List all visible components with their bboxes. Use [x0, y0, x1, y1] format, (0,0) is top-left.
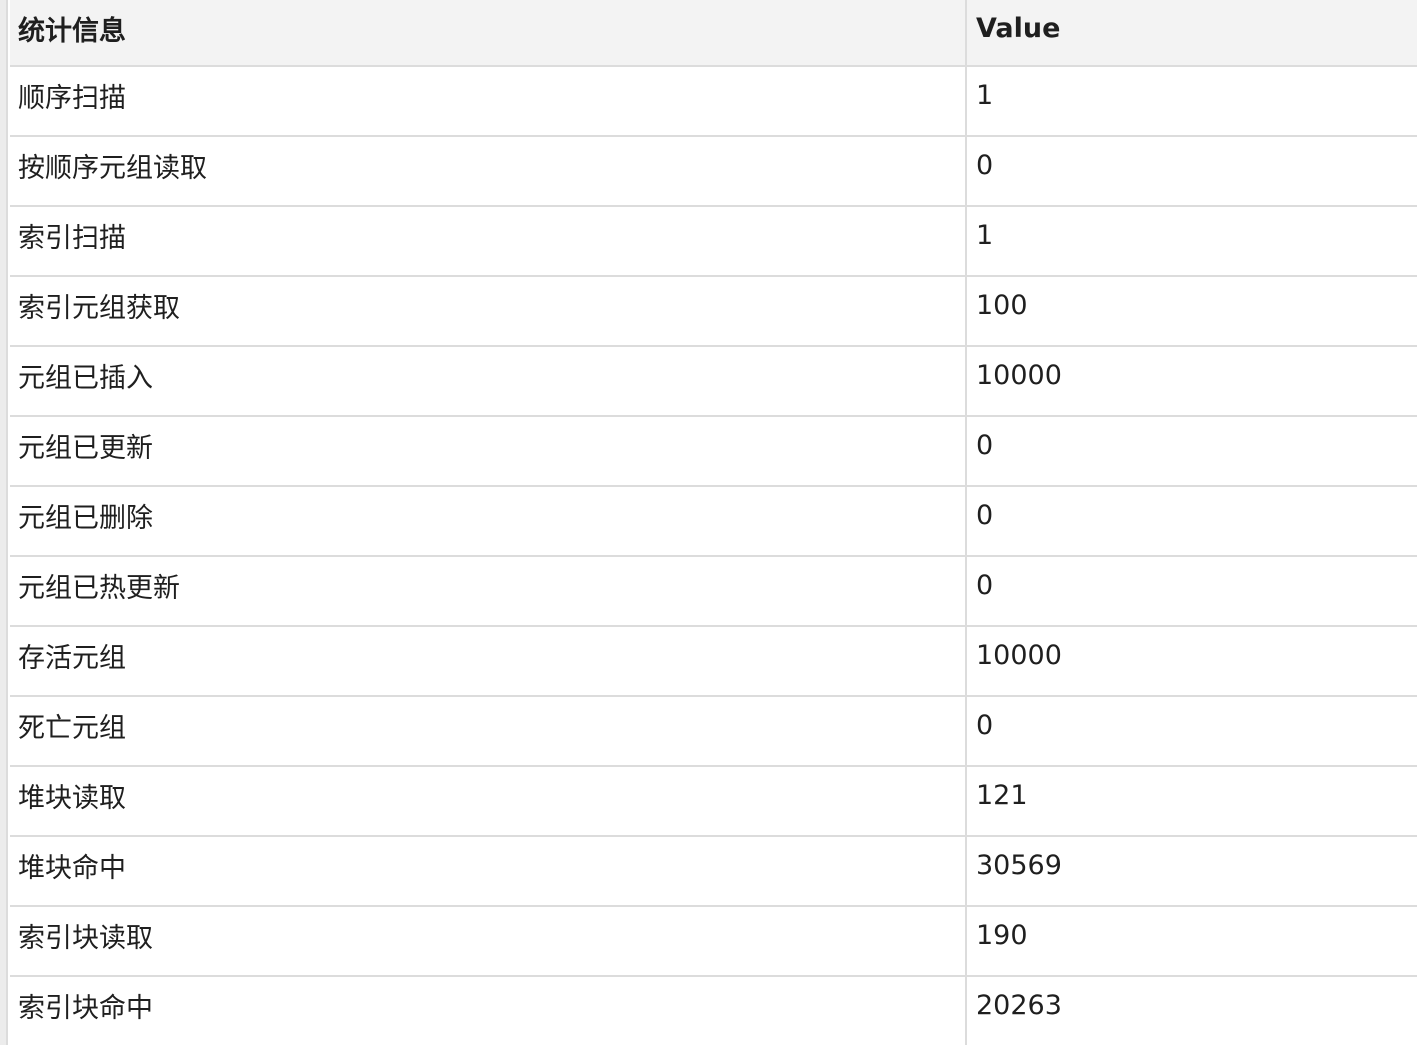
- table-row[interactable]: 元组已更新 0: [10, 417, 1417, 487]
- table-row[interactable]: 元组已插入 10000: [10, 347, 1417, 417]
- table-row[interactable]: 堆块命中 30569: [10, 837, 1417, 907]
- table-row[interactable]: 按顺序元组读取 0: [10, 137, 1417, 207]
- statistic-value-cell[interactable]: 121: [976, 779, 1028, 811]
- statistic-value-cell[interactable]: 190: [976, 919, 1028, 951]
- statistic-value-cell[interactable]: 1: [976, 79, 994, 111]
- statistic-name-cell[interactable]: 死亡元组: [10, 697, 967, 765]
- statistic-value-cell[interactable]: 0: [976, 499, 994, 531]
- statistic-value-cell[interactable]: 10000: [976, 359, 1062, 391]
- statistic-value-cell[interactable]: 0: [976, 709, 994, 741]
- statistic-name-cell[interactable]: 元组已更新: [10, 417, 967, 485]
- statistic-name-cell[interactable]: 堆块命中: [10, 837, 967, 905]
- table-row[interactable]: 存活元组 10000: [10, 627, 1417, 697]
- statistic-name-cell[interactable]: 元组已删除: [10, 487, 967, 555]
- statistic-name-cell[interactable]: 按顺序元组读取: [10, 137, 967, 205]
- table-body: 顺序扫描 1 按顺序元组读取 0 索引扫描 1 索引元组获取 100 元组已插入 10000 元组已…: [10, 67, 1417, 1045]
- table-row[interactable]: 死亡元组 0: [10, 697, 1417, 767]
- statistic-value-cell[interactable]: 0: [976, 569, 994, 601]
- table-header: 统计信息 Value: [10, 0, 1417, 67]
- statistic-value-cell[interactable]: 10000: [976, 639, 1062, 671]
- table-row[interactable]: 索引扫描 1: [10, 207, 1417, 277]
- statistics-table: 统计信息 Value 顺序扫描 1 按顺序元组读取 0 索引扫描 1 索引元组获取 100 元组…: [10, 0, 1417, 1045]
- table-row[interactable]: 索引块读取 190: [10, 907, 1417, 977]
- statistic-name-cell[interactable]: 顺序扫描: [10, 67, 967, 135]
- statistic-value-cell[interactable]: 30569: [976, 849, 1062, 881]
- statistic-name-cell[interactable]: 堆块读取: [10, 767, 967, 835]
- statistic-value-cell[interactable]: 100: [976, 289, 1028, 321]
- statistic-name-cell[interactable]: 存活元组: [10, 627, 967, 695]
- statistic-name-cell[interactable]: 索引块读取: [10, 907, 967, 975]
- table-row[interactable]: 元组已删除 0: [10, 487, 1417, 557]
- statistic-name-cell[interactable]: 索引扫描: [10, 207, 967, 275]
- statistic-name-cell[interactable]: 索引块命中: [10, 977, 967, 1045]
- left-gutter: [0, 0, 8, 1045]
- statistic-name-cell[interactable]: 元组已插入: [10, 347, 967, 415]
- statistic-value-cell[interactable]: 0: [976, 149, 994, 181]
- table-row[interactable]: 元组已热更新 0: [10, 557, 1417, 627]
- column-header-value[interactable]: Value: [976, 13, 1061, 44]
- statistic-value-cell[interactable]: 0: [976, 429, 994, 461]
- table-row[interactable]: 索引元组获取 100: [10, 277, 1417, 347]
- table-row[interactable]: 索引块命中 20263: [10, 977, 1417, 1045]
- statistic-value-cell[interactable]: 20263: [976, 989, 1062, 1021]
- statistic-name-cell[interactable]: 索引元组获取: [10, 277, 967, 345]
- table-row[interactable]: 堆块读取 121: [10, 767, 1417, 837]
- column-header-statistic[interactable]: 统计信息: [10, 0, 967, 65]
- statistic-name-cell[interactable]: 元组已热更新: [10, 557, 967, 625]
- table-row[interactable]: 顺序扫描 1: [10, 67, 1417, 137]
- statistic-value-cell[interactable]: 1: [976, 219, 994, 251]
